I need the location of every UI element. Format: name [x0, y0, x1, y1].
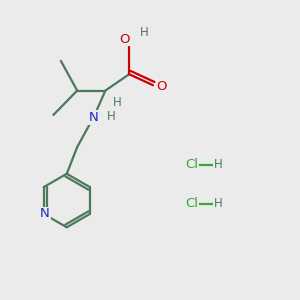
Text: H: H [107, 110, 116, 123]
Text: H: H [113, 96, 122, 109]
Text: H: H [214, 158, 223, 171]
Text: O: O [119, 33, 130, 46]
Text: O: O [157, 80, 167, 93]
Text: H: H [140, 26, 148, 39]
Text: N: N [89, 111, 98, 124]
Text: N: N [40, 207, 50, 220]
Text: H: H [214, 197, 223, 210]
Text: Cl: Cl [185, 197, 198, 210]
Text: Cl: Cl [185, 158, 198, 171]
